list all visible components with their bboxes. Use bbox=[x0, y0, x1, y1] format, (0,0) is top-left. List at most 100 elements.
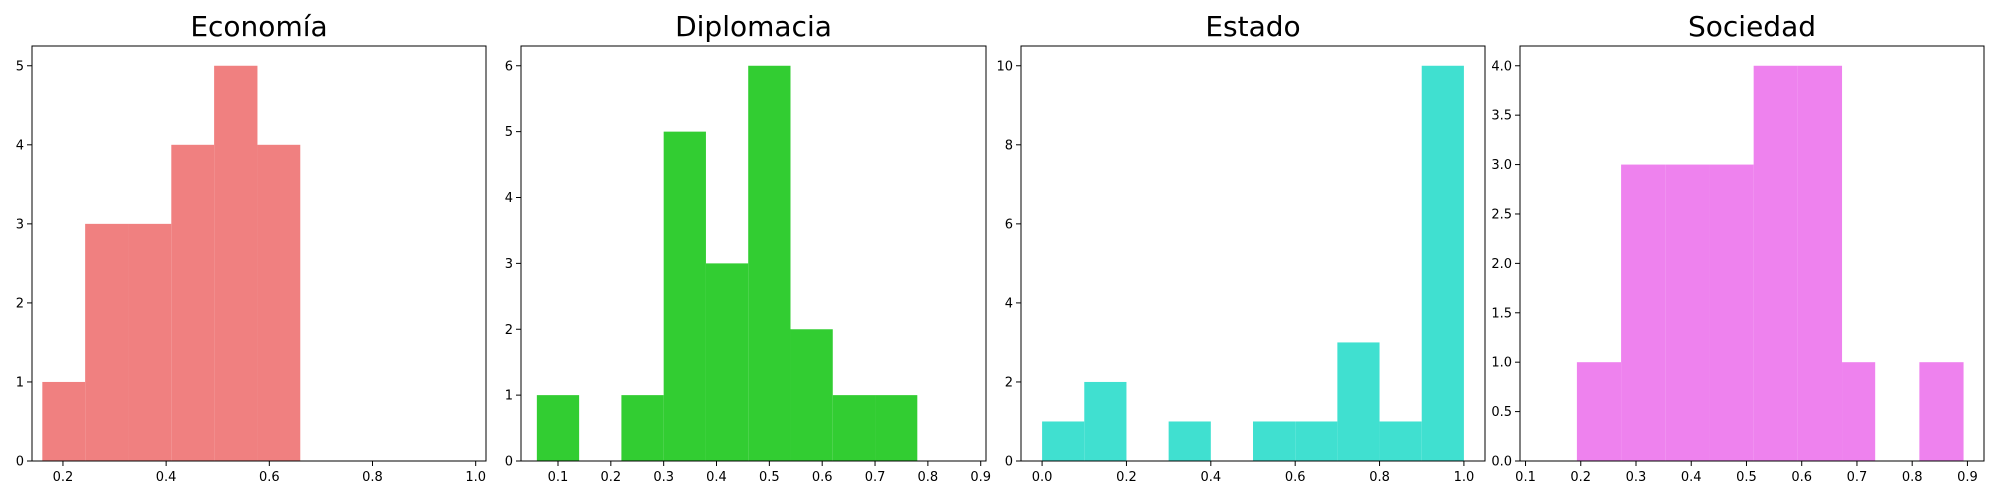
histogram-bar bbox=[1421, 65, 1464, 461]
y-tick-label: 6 bbox=[1005, 217, 1013, 232]
y-tick-label: 5 bbox=[505, 125, 513, 140]
histogram-bar bbox=[1042, 421, 1085, 461]
x-tick-label: 0.2 bbox=[1570, 470, 1591, 485]
subplot-title: Estado bbox=[1205, 10, 1300, 43]
x-tick-label: 0.7 bbox=[1847, 470, 1868, 485]
histogram-bar bbox=[1709, 164, 1754, 462]
x-tick-label: 0.7 bbox=[865, 470, 886, 485]
x-tick-label: 0.8 bbox=[1369, 470, 1390, 485]
y-tick-label: 0 bbox=[505, 455, 513, 470]
y-tick-label: 2 bbox=[505, 323, 513, 338]
axes-frame bbox=[1020, 45, 1486, 462]
histogram-bar bbox=[1337, 342, 1380, 461]
histogram-bar bbox=[1084, 381, 1127, 461]
y-tick-label: 8 bbox=[1005, 138, 1013, 153]
histogram-bar bbox=[257, 144, 301, 462]
y-tick-label: 1.5 bbox=[1491, 306, 1512, 321]
x-tick-label: 0.5 bbox=[759, 470, 780, 485]
y-tick-label: 3 bbox=[16, 217, 24, 232]
histogram-bar bbox=[85, 223, 129, 461]
x-tick-label: 0.8 bbox=[918, 470, 939, 485]
x-tick-label: 0.4 bbox=[156, 470, 177, 485]
histogram-bar bbox=[1295, 421, 1338, 461]
x-tick-label: 0.4 bbox=[1681, 470, 1702, 485]
x-tick-label: 0.4 bbox=[1200, 470, 1221, 485]
histogram-bar bbox=[705, 263, 749, 461]
y-tick-label: 0.0 bbox=[1491, 455, 1512, 470]
histogram-bar bbox=[128, 223, 172, 461]
histogram-bar bbox=[1753, 65, 1798, 461]
y-tick-label: 3 bbox=[505, 257, 513, 272]
y-tick-label: 0 bbox=[1005, 455, 1013, 470]
x-tick-label: 0.0 bbox=[1032, 470, 1053, 485]
x-tick-label: 0.9 bbox=[970, 470, 991, 485]
y-tick-label: 2 bbox=[1005, 375, 1013, 390]
x-tick-label: 1.0 bbox=[1454, 470, 1475, 485]
x-tick-label: 0.2 bbox=[1116, 470, 1137, 485]
axes-frame bbox=[31, 45, 487, 462]
y-tick-label: 4.0 bbox=[1491, 59, 1512, 74]
histogram-bar bbox=[1168, 421, 1211, 461]
x-tick-label: 0.6 bbox=[259, 470, 280, 485]
y-tick-label: 4 bbox=[16, 138, 24, 153]
histogram-bar bbox=[1797, 65, 1843, 461]
x-tick-label: 0.8 bbox=[362, 470, 383, 485]
y-tick-label: 2 bbox=[16, 296, 24, 311]
y-tick-label: 3.5 bbox=[1491, 109, 1512, 124]
histogram-bar bbox=[663, 131, 706, 461]
x-tick-label: 0.3 bbox=[1626, 470, 1647, 485]
axes-frame bbox=[520, 45, 987, 462]
subplot-title: Sociedad bbox=[1688, 10, 1816, 43]
histogram-bar bbox=[1576, 362, 1622, 461]
histogram-bar bbox=[171, 144, 215, 462]
y-tick-label: 0 bbox=[16, 455, 24, 470]
x-tick-label: 0.5 bbox=[1736, 470, 1757, 485]
histogram-bar bbox=[832, 395, 876, 461]
x-tick-label: 0.6 bbox=[812, 470, 833, 485]
y-tick-label: 0.5 bbox=[1491, 405, 1512, 420]
x-tick-label: 0.6 bbox=[1285, 470, 1306, 485]
subplot-4: Sociedad 0.1 0.2 0.3 0.4 0.5 0.6 0.7 0.8 0.9 0.0 0.… bbox=[1491, 10, 1985, 485]
subplot-3: Estado 0.0 0.2 0.4 0.6 0.8 1.0 0 2 4 6 8 10 bbox=[996, 10, 1486, 485]
histogram-bar bbox=[1253, 421, 1296, 461]
x-tick-label: 0.1 bbox=[1515, 470, 1536, 485]
x-tick-label: 0.2 bbox=[600, 470, 621, 485]
histogram-bar bbox=[621, 395, 664, 461]
histogram-bar bbox=[790, 329, 833, 461]
x-tick-label: 0.1 bbox=[548, 470, 569, 485]
subplot-title: Diplomacia bbox=[675, 10, 832, 43]
histogram-bar bbox=[536, 395, 580, 461]
histogram-bar bbox=[1919, 362, 1964, 461]
x-tick-label: 0.6 bbox=[1791, 470, 1812, 485]
histogram-bar bbox=[1842, 362, 1876, 461]
y-tick-label: 6 bbox=[505, 59, 513, 74]
y-tick-label: 1 bbox=[505, 389, 513, 404]
y-tick-label: 1.0 bbox=[1491, 356, 1512, 371]
subplot-title: Economía bbox=[190, 10, 327, 43]
x-tick-label: 0.8 bbox=[1902, 470, 1923, 485]
y-tick-label: 2.0 bbox=[1491, 257, 1512, 272]
y-tick-label: 2.5 bbox=[1491, 207, 1512, 222]
histogram-bar bbox=[1621, 164, 1666, 462]
y-tick-label: 4 bbox=[505, 191, 513, 206]
subplot-2: Diplomacia 0.1 0.2 0.3 0.4 0.5 0.6 0.7 0.8 0.9 0 1 2… bbox=[505, 10, 991, 485]
x-tick-label: 1.0 bbox=[465, 470, 486, 485]
subplot-1: Economía 0.2 0.4 0.6 0.8 1.0 0 1 2 3 4 5 bbox=[16, 10, 487, 485]
x-tick-label: 0.9 bbox=[1957, 470, 1978, 485]
x-tick-label: 0.3 bbox=[653, 470, 674, 485]
histogram-bar bbox=[748, 65, 791, 461]
axes-frame bbox=[1519, 45, 1985, 462]
y-tick-label: 4 bbox=[1005, 296, 1013, 311]
histogram-bar bbox=[42, 381, 86, 461]
y-tick-label: 3.0 bbox=[1491, 158, 1512, 173]
histogram-bar bbox=[875, 395, 918, 461]
x-tick-label: 0.4 bbox=[706, 470, 727, 485]
histogram-bar bbox=[1665, 164, 1710, 462]
histogram-bar bbox=[1379, 421, 1422, 461]
histogram-bar bbox=[214, 65, 258, 461]
x-tick-label: 0.2 bbox=[53, 470, 74, 485]
y-tick-label: 1 bbox=[16, 375, 24, 390]
y-tick-label: 10 bbox=[996, 59, 1013, 74]
y-tick-label: 5 bbox=[16, 59, 24, 74]
